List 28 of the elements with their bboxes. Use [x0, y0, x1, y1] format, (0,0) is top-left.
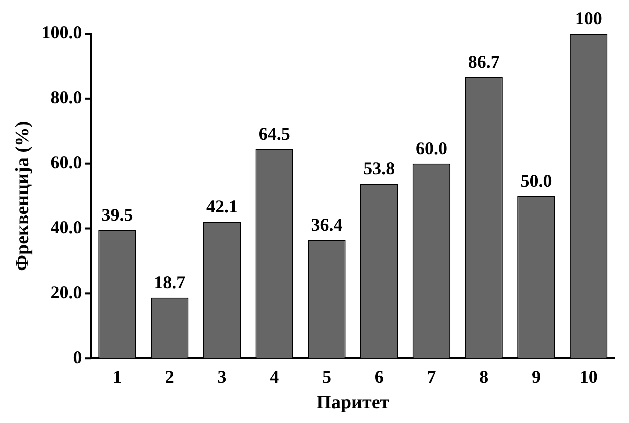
- x-tick-label: 3: [218, 367, 227, 388]
- y-tick-label: 80.0: [50, 88, 82, 108]
- y-tick-label: 60.0: [50, 152, 82, 172]
- x-tick-label: 4: [270, 367, 280, 388]
- x-tick-label: 9: [532, 367, 541, 388]
- x-tick-label: 1: [112, 367, 122, 388]
- y-axis-title: Фреквенција (%): [12, 121, 34, 272]
- data-label: 60.0: [416, 138, 448, 158]
- y-tick-label: 100.0: [42, 22, 82, 43]
- x-tick-label: 2: [165, 367, 174, 388]
- data-label: 42.1: [206, 196, 238, 217]
- x-tick-label: 10: [580, 367, 598, 388]
- y-tick-label: 20.0: [50, 282, 82, 302]
- data-label: 18.7: [154, 272, 186, 293]
- data-label: 53.8: [364, 158, 396, 179]
- data-label: 86.7: [468, 52, 500, 72]
- y-tick-label: 40.0: [50, 217, 82, 238]
- data-label: 36.4: [311, 215, 343, 236]
- data-label: 64.5: [258, 124, 290, 144]
- data-label: 50.0: [520, 170, 552, 191]
- x-axis-title: Паритет: [316, 392, 390, 414]
- x-tick-label: 6: [374, 367, 384, 388]
- x-tick-label: 8: [480, 367, 489, 388]
- data-label: 100: [575, 8, 602, 29]
- x-tick-label: 7: [427, 367, 436, 388]
- y-tick-label: 0: [73, 347, 82, 368]
- x-tick-label: 5: [322, 367, 332, 388]
- data-label: 39.5: [102, 205, 134, 226]
